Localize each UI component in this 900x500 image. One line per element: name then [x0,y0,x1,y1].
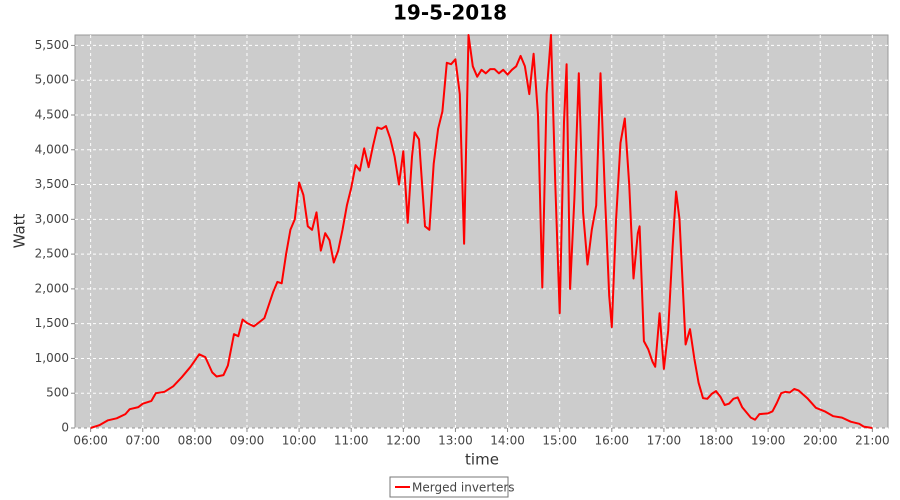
y-tick-label: 3,000 [35,212,69,226]
x-tick-label: 06:00 [73,434,108,448]
y-tick-label: 500 [46,386,69,400]
legend-box [389,476,509,498]
x-tick-label: 12:00 [386,434,421,448]
y-axis-label: Watt [11,213,29,248]
x-tick-label: 11:00 [334,434,369,448]
x-tick-label: 16:00 [594,434,629,448]
y-tick-label: 2,500 [35,247,69,261]
x-axis-label: time [465,451,499,469]
x-tick-label: 17:00 [647,434,682,448]
y-tick-label: 4,000 [35,142,69,156]
x-tick-label: 09:00 [230,434,265,448]
y-tick-label: 1,000 [35,351,69,365]
x-tick-label: 10:00 [282,434,317,448]
chart-title: 19-5-2018 [393,1,507,25]
plot-area [74,34,889,429]
x-tick-label: 18:00 [699,434,734,448]
y-tick-label: 4,500 [35,107,69,121]
x-tick-label: 13:00 [438,434,473,448]
y-tick-label: 3,500 [35,177,69,191]
y-tick-label: 5,000 [35,73,69,87]
y-tick-label: 0 [61,421,69,435]
y-tick-label: 2,000 [35,281,69,295]
y-tick-label: 1,500 [35,316,69,330]
series-line [90,34,873,429]
x-tick-label: 19:00 [751,434,786,448]
x-tick-label: 07:00 [125,434,160,448]
x-tick-label: 15:00 [542,434,577,448]
x-tick-label: 21:00 [855,434,890,448]
x-tick-label: 14:00 [490,434,525,448]
x-tick-label: 20:00 [803,434,838,448]
y-tick-label: 5,500 [35,38,69,52]
x-tick-label: 08:00 [178,434,213,448]
legend-label: Merged inverters [412,481,515,495]
